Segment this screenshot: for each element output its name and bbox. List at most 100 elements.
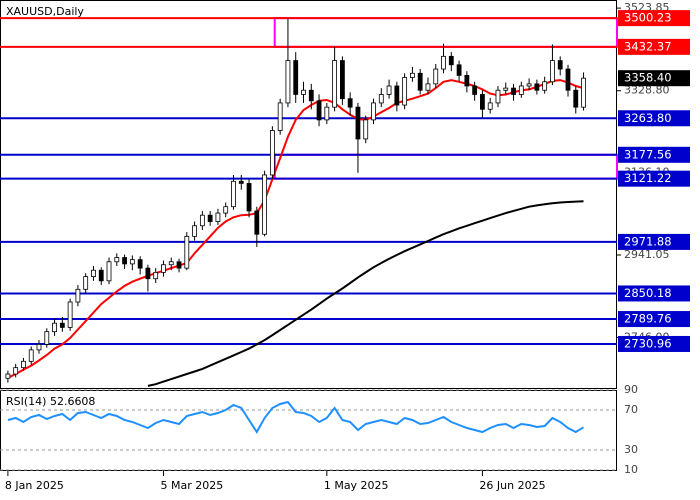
level-label-box	[618, 38, 690, 55]
candle-body	[168, 261, 174, 266]
candle-body	[192, 225, 197, 237]
candle-body	[347, 98, 353, 108]
candle-body	[21, 360, 26, 369]
candle-body	[114, 257, 120, 263]
candle-body	[472, 85, 478, 95]
candle-body	[480, 94, 485, 110]
candle-body	[565, 68, 571, 91]
candle-body	[464, 74, 470, 87]
candle-body	[238, 180, 244, 184]
x-tick-label: 1 May 2025	[324, 479, 389, 492]
candle-body	[176, 261, 182, 269]
last-price-label: 3358.40	[624, 71, 672, 85]
level-label: 3263.80	[624, 111, 672, 125]
candle-body	[293, 60, 299, 95]
level-label-box	[618, 110, 690, 127]
level-label-box	[618, 146, 690, 163]
candle-body	[231, 180, 236, 208]
candle-body	[402, 77, 408, 106]
candle-body	[98, 269, 104, 282]
candle-body	[324, 106, 330, 121]
candle-body	[67, 301, 73, 328]
level-label-box	[618, 233, 690, 250]
candle-body	[52, 322, 57, 333]
chart-title: XAUUSD,Daily	[6, 5, 84, 18]
level-label-box	[618, 311, 690, 328]
level-label-box	[618, 170, 690, 187]
moving-average	[147, 200, 584, 387]
candle-body	[59, 322, 65, 328]
candle-body	[557, 60, 563, 70]
level-label: 3500.23	[624, 11, 672, 25]
candle-body	[339, 60, 345, 100]
candle-body	[44, 331, 50, 345]
candle-body	[161, 264, 166, 273]
candle-body	[526, 83, 532, 87]
candle-body	[207, 214, 213, 222]
y-tick-label: 30	[624, 443, 638, 456]
candle-body	[487, 102, 493, 110]
candle-body	[378, 94, 384, 104]
candle-body	[511, 87, 516, 95]
candle-body	[316, 100, 322, 121]
candle-body	[441, 55, 446, 70]
candle-body	[394, 85, 400, 106]
candle-body	[371, 102, 376, 121]
rsi-title: RSI(14) 52.6608	[6, 395, 95, 408]
candle-body	[269, 130, 275, 176]
level-label: 2850.18	[624, 286, 672, 300]
last-price-box	[618, 70, 690, 87]
rsi-line	[7, 400, 585, 434]
level-label: 2971.88	[624, 234, 672, 248]
candle-body	[122, 257, 127, 265]
candle-body	[495, 89, 501, 104]
candle-body	[456, 64, 462, 76]
candle-body	[199, 214, 205, 227]
candle-body	[425, 83, 431, 91]
x-tick-label: 5 Mar 2025	[160, 479, 223, 492]
main-panel	[0, 0, 617, 389]
candle-body	[417, 72, 423, 91]
candle-body	[83, 276, 89, 290]
candle-body	[145, 267, 151, 280]
level-label: 3432.37	[624, 39, 672, 53]
candle-body	[503, 87, 509, 91]
candle-body	[308, 89, 314, 102]
candle-body	[448, 55, 454, 66]
candle-body	[153, 271, 159, 280]
candle-body	[106, 261, 112, 282]
candle-body	[28, 349, 34, 362]
candle-body	[262, 174, 268, 235]
candle-body	[386, 85, 392, 95]
level-label-box	[618, 10, 690, 27]
y-tick-label: 70	[624, 403, 638, 416]
candle-body	[542, 81, 548, 91]
y-tick-label: 2941.05	[624, 248, 670, 261]
level-label-box	[618, 285, 690, 302]
x-tick-label: 8 Jan 2025	[5, 479, 64, 492]
candle-body	[129, 259, 135, 265]
y-tick-label: 90	[624, 383, 638, 396]
candle-body	[277, 102, 283, 131]
candle-body	[36, 343, 42, 351]
candle-body	[75, 288, 81, 303]
candle-body	[215, 212, 221, 222]
level-label-box	[618, 335, 690, 352]
rsi-panel	[0, 390, 617, 471]
candle-body	[573, 89, 579, 108]
y-tick-label: 10	[624, 463, 638, 476]
candle-body	[355, 106, 361, 140]
candle-body	[91, 269, 96, 277]
candle-body	[433, 68, 439, 85]
x-tick-label: 26 Jun 2025	[479, 479, 545, 492]
candle-body	[518, 85, 524, 95]
level-label: 2789.76	[624, 312, 672, 326]
candle-body	[13, 367, 19, 375]
candle-body	[301, 89, 306, 95]
candle-body	[534, 83, 540, 91]
candle-body	[246, 183, 252, 212]
moving-average	[7, 79, 584, 379]
y-tick-label: 3328.80	[624, 84, 670, 97]
